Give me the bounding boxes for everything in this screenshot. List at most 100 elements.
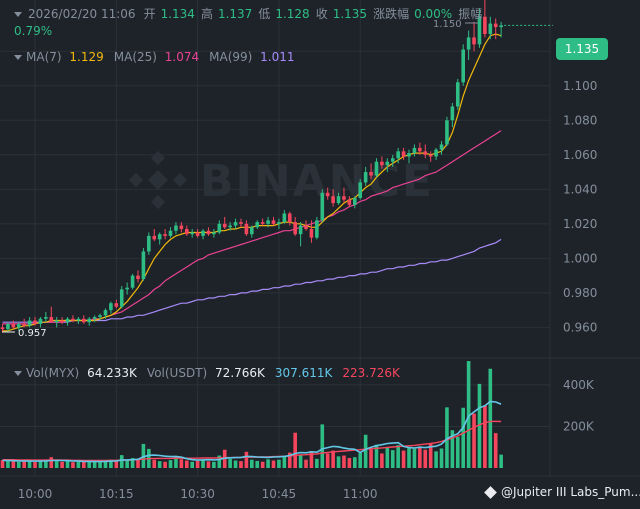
high-marker-label: 1.150: [433, 19, 462, 30]
volume-bar: [168, 460, 173, 468]
volume-bar: [325, 453, 330, 468]
candle-body: [125, 287, 129, 290]
volume-bar: [315, 458, 319, 468]
volume-bar: [493, 433, 498, 468]
volume-bar: [304, 459, 308, 468]
candle-body: [60, 320, 64, 323]
volume-bar: [54, 461, 59, 468]
candle-body: [260, 222, 265, 224]
candle-body: [336, 196, 341, 204]
volume-bar: [119, 455, 124, 468]
time-axis: 10:00 10:15 10:30 10:45 11:00: [18, 487, 378, 501]
time-tick-label: 10:15: [99, 487, 134, 501]
candle-body: [103, 310, 108, 316]
candle-body: [49, 317, 54, 323]
candle-body: [390, 158, 395, 162]
time-tick-label: 10:00: [18, 487, 53, 501]
volume-bar: [49, 457, 54, 468]
candle-body: [358, 182, 363, 198]
candle-body: [287, 213, 292, 223]
candle-body: [184, 229, 189, 235]
candle-body: [353, 197, 357, 205]
candle-body: [233, 222, 238, 226]
candles: [0, 0, 553, 333]
candle-body: [27, 320, 32, 326]
vol-ma1-value: 307.611K: [274, 366, 333, 380]
candle-body: [320, 192, 325, 221]
ma7-label: MA(7): [26, 50, 62, 64]
volume-bar: [428, 443, 433, 468]
candle-body: [309, 229, 314, 238]
time-tick-label: 10:30: [180, 487, 215, 501]
volume-bar: [206, 461, 211, 468]
volume-bar: [336, 456, 341, 468]
ma25-label: MA(25): [113, 50, 157, 64]
ma25-value: 1.074: [164, 50, 200, 64]
candle-body: [222, 223, 227, 228]
collapse-caret-icon[interactable]: [14, 12, 22, 17]
volume-bar: [16, 461, 21, 468]
candle-datetime: 2026/02/20 11:06: [28, 7, 136, 21]
volume-bar: [87, 460, 92, 468]
candle-body: [179, 225, 184, 230]
low-value: 1.128: [275, 7, 310, 21]
candle-body: [374, 161, 379, 176]
volume-bar: [331, 450, 335, 468]
close-value: 1.135: [332, 7, 368, 21]
volume-bar: [27, 461, 32, 468]
volume-bar: [298, 454, 303, 468]
candle-body: [304, 225, 308, 230]
candle-body: [255, 222, 260, 228]
candle-body: [418, 147, 422, 152]
ma-legend: MA(7) 1.129 MA(25) 1.074 MA(99) 1.011: [14, 50, 299, 64]
volume-bar: [320, 424, 325, 468]
time-tick-label: 11:00: [343, 487, 378, 501]
ma99-label: MA(99): [209, 50, 253, 64]
ma-collapse-caret-icon[interactable]: [14, 55, 22, 60]
volume-bar: [466, 361, 471, 468]
volume-bar: [434, 451, 438, 468]
candle-body: [152, 235, 157, 240]
volume-bar: [114, 460, 119, 468]
volume-bar: [472, 413, 476, 468]
close-label: 收: [315, 7, 328, 21]
candle-body: [472, 37, 476, 45]
candle-body: [325, 192, 330, 197]
ma7-value: 1.129: [69, 50, 104, 64]
candle-body: [136, 275, 140, 280]
volume-bar: [60, 461, 64, 468]
volume-bar: [184, 460, 189, 468]
volume-bar: [65, 461, 70, 468]
vol-myx-value: 64.233K: [87, 366, 137, 380]
volume-bar: [380, 453, 384, 468]
volume-bar: [239, 461, 243, 468]
candle-body: [282, 213, 287, 223]
volume-bar: [103, 460, 108, 468]
candle-body: [11, 323, 16, 328]
volume-bar: [342, 455, 346, 468]
candle-body: [271, 220, 276, 224]
volume-bar: [92, 461, 97, 468]
ma99-line: [2, 238, 502, 323]
candle-body: [363, 172, 368, 183]
vol-collapse-caret-icon[interactable]: [14, 371, 22, 376]
volume-bar: [390, 450, 395, 468]
volume-bar: [401, 450, 406, 468]
volume-bar: [271, 460, 276, 468]
candle-body: [423, 151, 428, 155]
candle-body: [380, 161, 384, 166]
candle-body: [298, 225, 303, 235]
candle-body: [212, 232, 216, 235]
volume-bar: [418, 446, 422, 468]
volume-bar: [309, 450, 314, 468]
change-label: 涨跌幅: [373, 7, 410, 21]
candle-body: [266, 220, 270, 224]
volume-tick-label: 400K: [563, 378, 595, 392]
candle-body: [239, 222, 243, 224]
vol-myx-label: Vol(MYX): [26, 366, 80, 380]
candle-body: [217, 223, 222, 233]
volume-bar: [11, 461, 16, 468]
amplitude-label: 振幅: [458, 7, 483, 21]
candle-body: [65, 318, 70, 323]
